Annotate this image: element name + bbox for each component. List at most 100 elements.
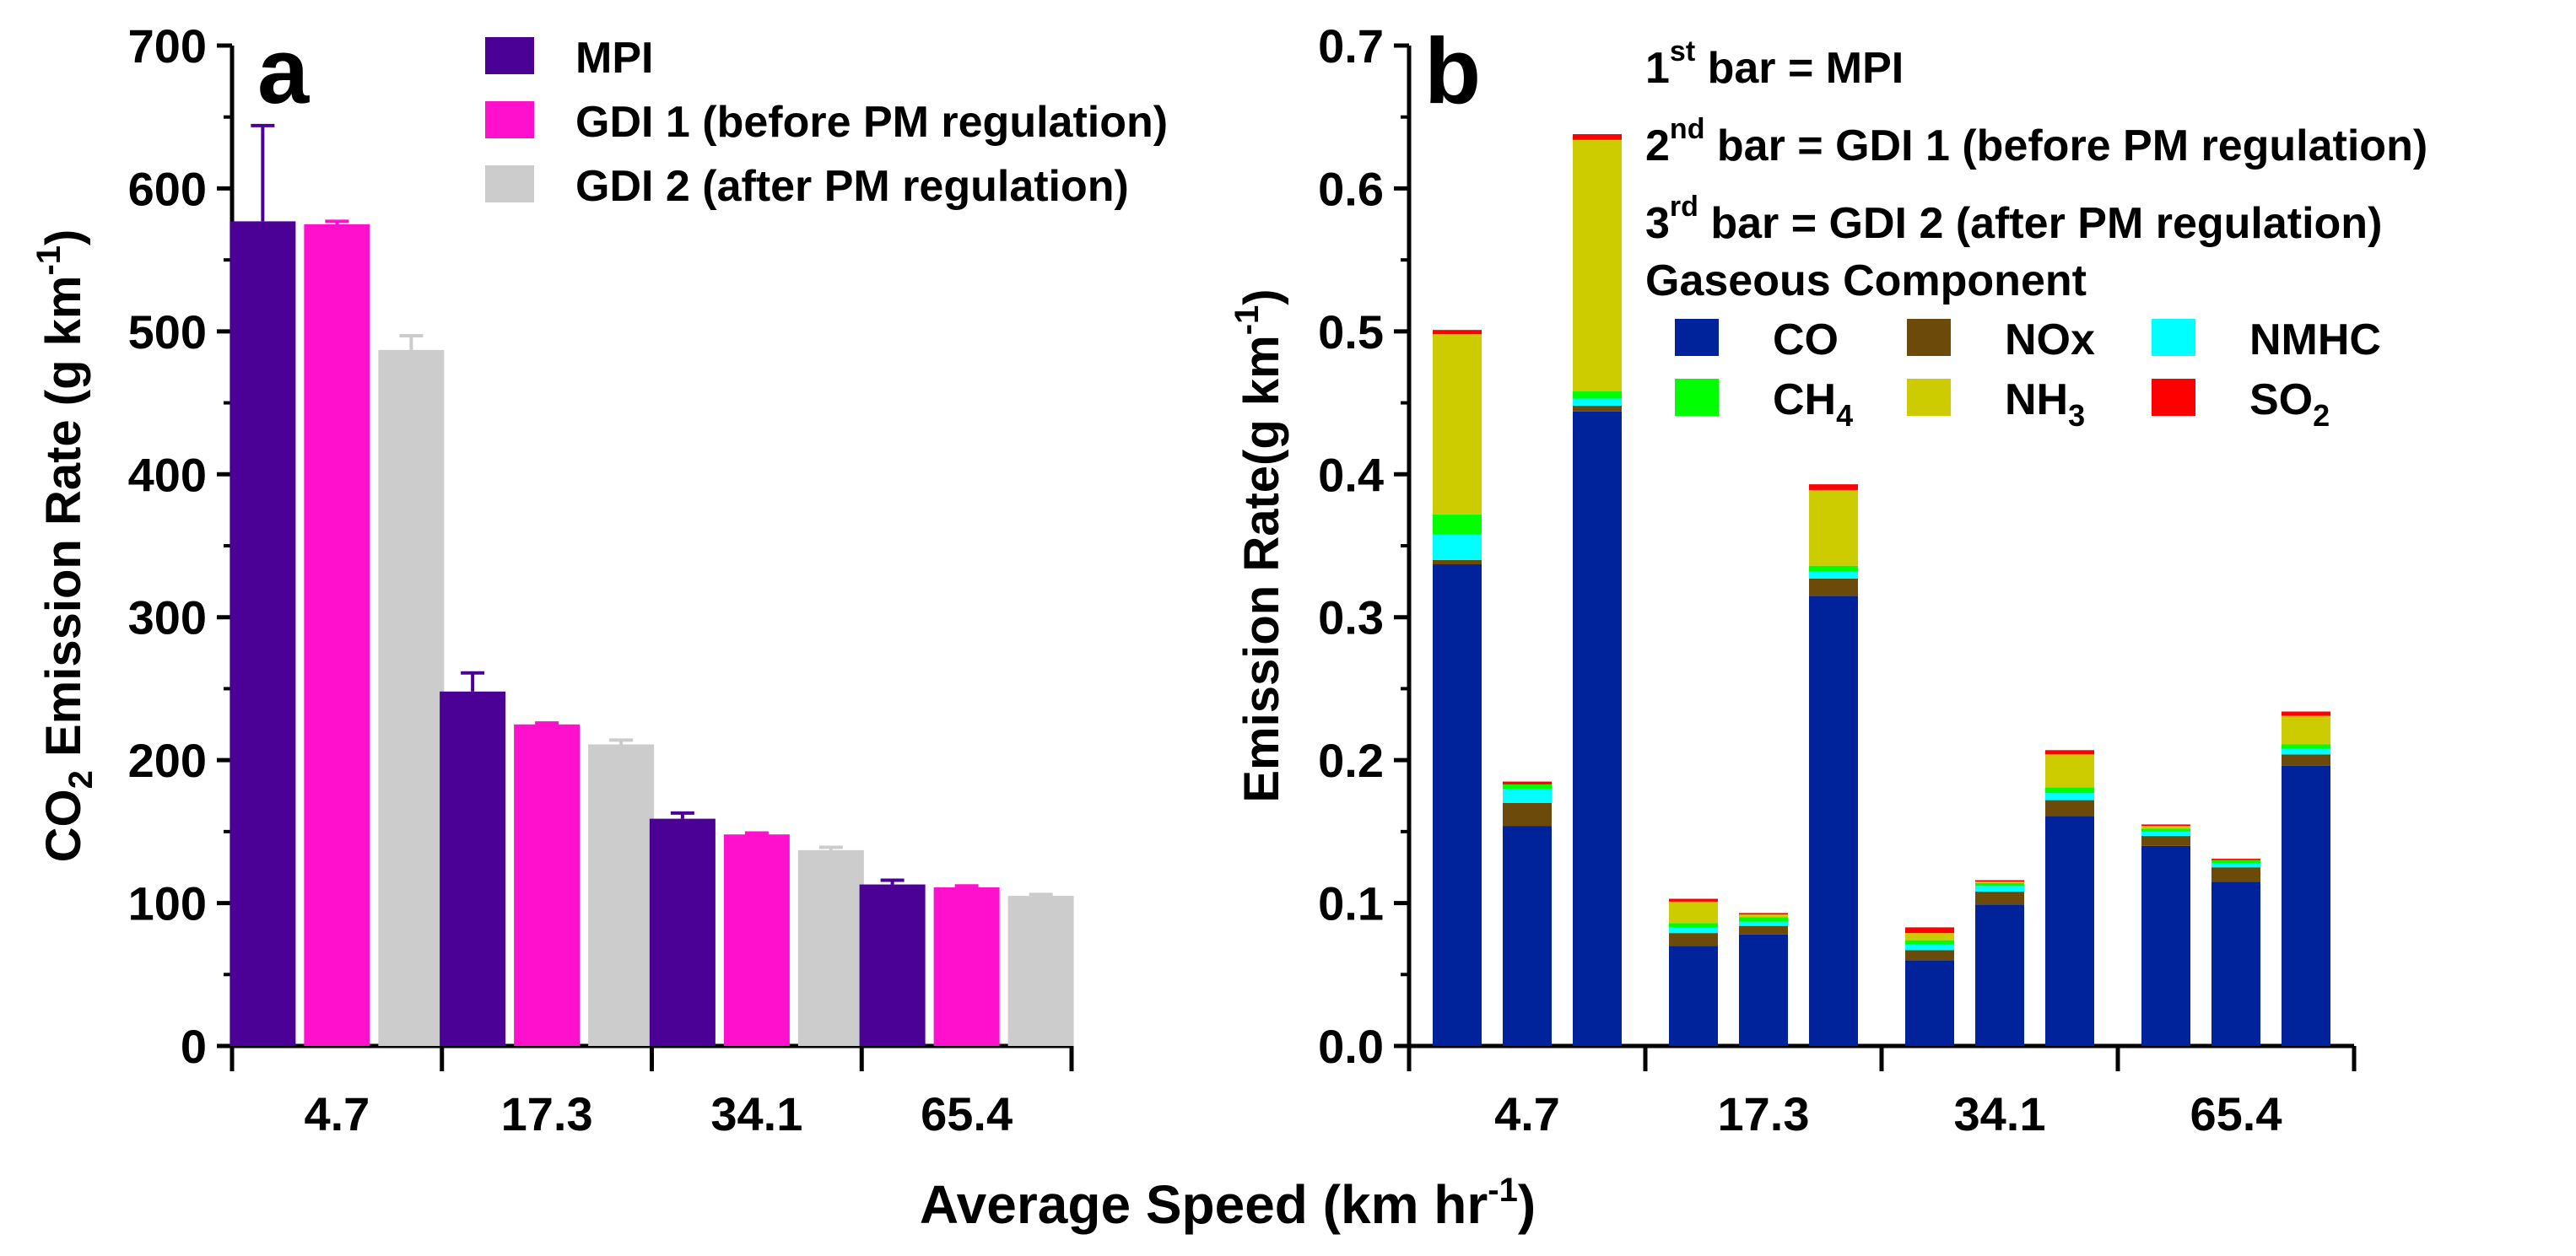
x-axis-label-text: Average Speed (km hr: [920, 1174, 1488, 1235]
bar-segment-nh3-65.4-1: [2141, 826, 2190, 829]
bar-segment-ch4-34.1-1: [1905, 940, 1954, 945]
bar-segment-nh3-17.3-2: [1739, 914, 1788, 918]
bar-segment-nmhc-17.3-1: [1669, 927, 1718, 934]
legend-swatch-so2: [2152, 379, 2195, 416]
bar-segment-so2-34.1-2: [1975, 880, 2024, 882]
y-tick-label: 0.3: [1318, 591, 1384, 644]
y-tick-label: 600: [128, 162, 207, 215]
bar-mpi-4.7: [230, 221, 296, 1046]
bar-segment-ch4-4.7-2: [1503, 784, 1552, 790]
bar-segment-co-34.1-3: [2045, 816, 2094, 1046]
bar-gdi-17.3: [514, 724, 581, 1046]
bar-segment-so2-4.7-1: [1433, 330, 1482, 335]
legend-label-0: MPI: [575, 34, 653, 83]
bar-segment-so2-65.4-1: [2141, 824, 2190, 827]
bar-segment-so2-65.4-3: [2282, 711, 2330, 716]
bar-segment-ch4-17.3-3: [1809, 565, 1858, 572]
y-label-sub: 2: [62, 770, 100, 789]
bar-gdi-34.1: [723, 834, 790, 1046]
y-label-post: ): [36, 229, 91, 245]
x-tick-label-34.1: 34.1: [1954, 1087, 2046, 1140]
bar-segment-co-65.4-1: [2141, 845, 2190, 1046]
panel-a: 0 100 200 300 400 500 600 700 4.7 17.3 34.1 65.4 a MP…: [30, 19, 1168, 1140]
legend-sub: 4: [1836, 398, 1853, 433]
bar-mpi-34.1: [649, 818, 716, 1046]
bar-segment-nmhc-34.1-2: [1975, 886, 2024, 892]
legend-label-so2: SO2: [2249, 375, 2330, 433]
y-label-sup: -1: [1229, 305, 1266, 336]
shared-x-axis-label: Average Speed (km hr-1): [920, 1172, 1536, 1235]
bar-segment-nox-34.1-2: [1975, 892, 2024, 905]
bar-segment-co-4.7-1: [1433, 564, 1482, 1046]
bar-segment-ch4-17.3-2: [1739, 917, 1788, 922]
bar-segment-nox-17.3-3: [1809, 578, 1858, 596]
legend-sub: 2: [2313, 398, 2330, 433]
y-tick-label: 100: [128, 877, 207, 930]
note-sup: rd: [1670, 191, 1698, 223]
bar-segment-nmhc-4.7-2: [1503, 789, 1552, 803]
bar-segment-so2-17.3-3: [1809, 484, 1858, 490]
note-num: 3: [1645, 199, 1670, 248]
legend-swatch-nmhc: [2152, 319, 2195, 356]
bar-order-note-1: 1st bar = MPI: [1645, 35, 1904, 93]
y-label-pre: CO: [36, 789, 91, 862]
y-tick-label: 0.4: [1318, 448, 1384, 501]
legend-label-nox: NOx: [2005, 315, 2095, 364]
bar-segment-nox-17.3-1: [1669, 933, 1718, 946]
bar-segment-nh3-4.7-1: [1433, 334, 1482, 515]
legend-swatch-nox: [1907, 319, 1951, 356]
legend-label-nmhc: NMHC: [2249, 315, 2381, 364]
bar-segment-ch4-4.7-1: [1433, 514, 1482, 535]
y-tick-label: 0.0: [1318, 1020, 1384, 1073]
bar-segment-ch4-4.7-3: [1573, 391, 1622, 399]
bar-segment-co-4.7-3: [1573, 411, 1622, 1046]
bar-segment-nmhc-17.3-2: [1739, 921, 1788, 926]
bar-segment-nh3-17.3-3: [1809, 489, 1858, 566]
y-tick-label: 500: [128, 305, 207, 358]
bar-segment-nox-65.4-1: [2141, 835, 2190, 846]
x-tick-label-17.3: 17.3: [1718, 1087, 1810, 1140]
bar-segment-nox-4.7-3: [1573, 405, 1622, 412]
panel-label-a: a: [257, 19, 310, 123]
y-tick-label: 0.7: [1318, 19, 1384, 73]
bar-segment-nh3-4.7-3: [1573, 139, 1622, 392]
x-tick-label-4.7: 4.7: [304, 1087, 370, 1140]
bar-segment-co-17.3-2: [1739, 934, 1788, 1046]
bar-segment-co-65.4-2: [2211, 881, 2260, 1046]
bar-segment-so2-34.1-3: [2045, 750, 2094, 755]
bar-segment-nmhc-34.1-3: [2045, 793, 2094, 800]
legend-name: CH: [1773, 375, 1836, 424]
bar-segment-so2-4.7-2: [1503, 781, 1552, 784]
bar-segment-ch4-17.3-1: [1669, 923, 1718, 928]
bar-segment-nox-4.7-2: [1503, 802, 1552, 827]
legend-swatch-co: [1675, 319, 1719, 356]
x-axis-label-sup: -1: [1488, 1172, 1518, 1209]
legend-name: NH: [2005, 375, 2068, 424]
bar-segment-nmhc-4.7-1: [1433, 534, 1482, 560]
y-tick-label: 0: [181, 1020, 207, 1073]
bar-order-note-2: 2nd bar = GDI 1 (before PM regulation): [1645, 113, 2427, 170]
legend-swatch-ch4: [1675, 379, 1719, 416]
bar-segment-so2-17.3-1: [1669, 898, 1718, 902]
x-tick-label-65.4: 65.4: [2190, 1087, 2282, 1140]
bar-segment-ch4-34.1-2: [1975, 882, 2024, 887]
bar-segment-co-17.3-1: [1669, 946, 1718, 1046]
bar-segment-nh3-65.4-3: [2282, 715, 2330, 745]
bar-segment-co-17.3-3: [1809, 596, 1858, 1046]
bar-segment-so2-4.7-3: [1573, 134, 1622, 140]
y-label-mid: Emission Rate (g km: [36, 276, 91, 771]
bar-gdi-34.1: [797, 849, 864, 1046]
bar-segment-nox-65.4-3: [2282, 754, 2330, 766]
bar-segment-nox-4.7-1: [1433, 559, 1482, 565]
panel-b: 0.0 0.1 0.2 0.3 0.4 0.5 0.6 0.7 4.7 17.3 34.1 65.4 b…: [1229, 19, 2427, 1140]
bar-segment-nmhc-65.4-1: [2141, 831, 2190, 836]
legend-title: Gaseous Component: [1645, 256, 2087, 305]
y-tick-label: 200: [128, 734, 207, 787]
bar-segment-co-4.7-2: [1503, 826, 1552, 1046]
legend-swatch-2: [485, 165, 534, 202]
bar-segment-ch4-65.4-2: [2211, 860, 2260, 864]
bar-segment-co-34.1-2: [1975, 904, 2024, 1046]
y-label-sup: -1: [30, 245, 68, 276]
bar-segment-co-34.1-1: [1905, 960, 1954, 1046]
bar-segment-so2-17.3-2: [1739, 913, 1788, 915]
